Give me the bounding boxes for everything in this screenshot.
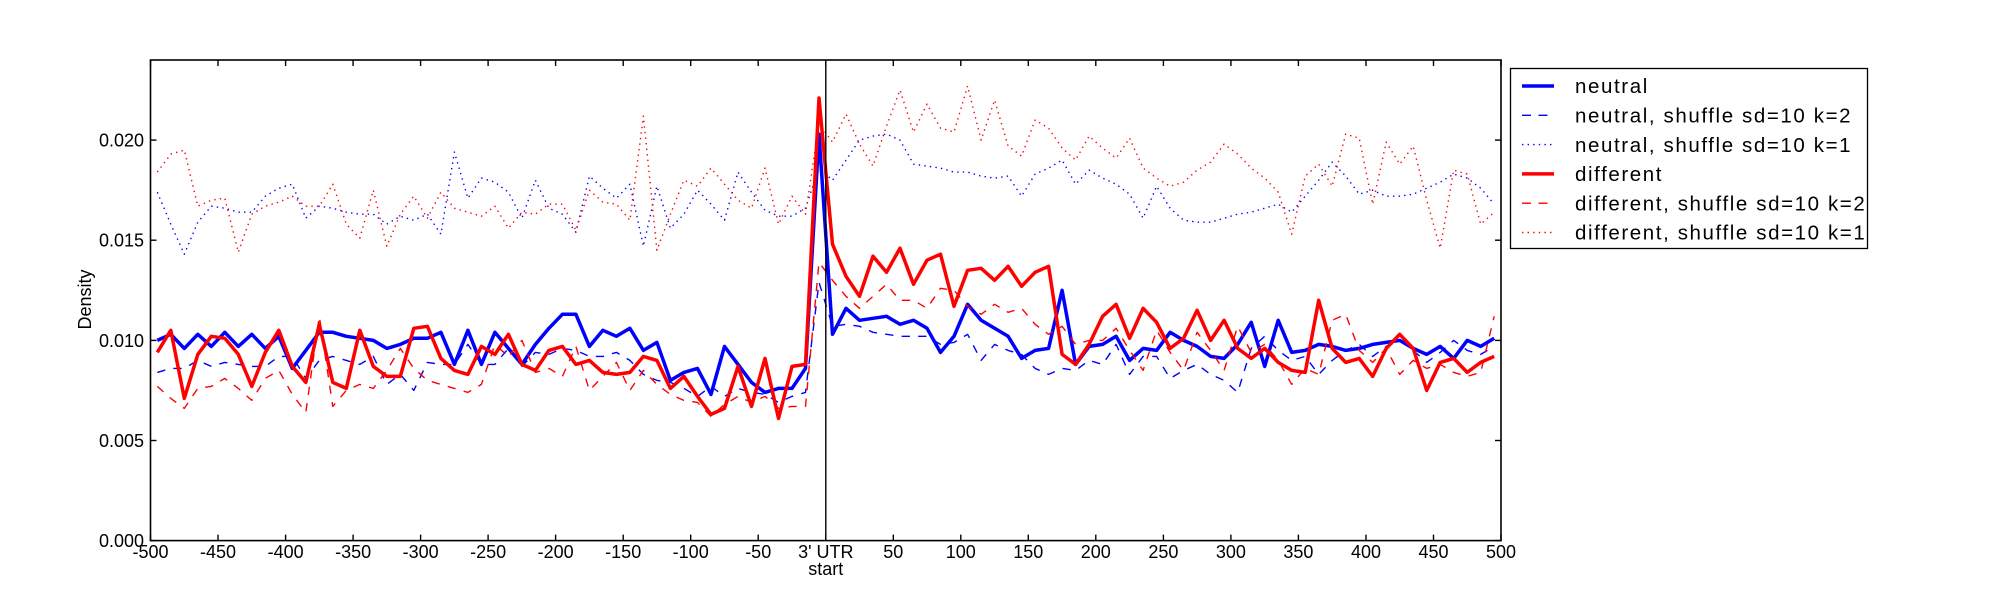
svg-text:200: 200 [1081, 542, 1111, 562]
svg-text:Density: Density [75, 269, 95, 329]
svg-text:neutral: neutral [1575, 75, 1649, 98]
svg-text:neutral, shuffle sd=10 k=1: neutral, shuffle sd=10 k=1 [1575, 134, 1852, 157]
svg-text:neutral, shuffle sd=10 k=2: neutral, shuffle sd=10 k=2 [1575, 105, 1852, 128]
svg-text:0.020: 0.020 [99, 131, 144, 151]
svg-text:start: start [808, 559, 843, 579]
svg-text:400: 400 [1351, 542, 1381, 562]
svg-text:3' UTR: 3' UTR [798, 542, 853, 562]
svg-text:50: 50 [883, 542, 903, 562]
svg-text:250: 250 [1148, 542, 1178, 562]
svg-text:-50: -50 [745, 542, 771, 562]
svg-text:450: 450 [1418, 542, 1448, 562]
svg-text:-100: -100 [673, 542, 709, 562]
svg-text:500: 500 [1486, 542, 1516, 562]
svg-text:0.010: 0.010 [99, 331, 144, 351]
svg-text:300: 300 [1216, 542, 1246, 562]
svg-text:-400: -400 [268, 542, 304, 562]
svg-text:-150: -150 [605, 542, 641, 562]
svg-text:different: different [1575, 163, 1663, 186]
svg-text:0.000: 0.000 [99, 531, 144, 551]
svg-text:-450: -450 [200, 542, 236, 562]
svg-text:-250: -250 [470, 542, 506, 562]
svg-text:different, shuffle sd=10 k=1: different, shuffle sd=10 k=1 [1575, 222, 1866, 245]
svg-text:-350: -350 [335, 542, 371, 562]
svg-text:0.005: 0.005 [99, 431, 144, 451]
svg-text:-500: -500 [132, 542, 168, 562]
svg-text:100: 100 [946, 542, 976, 562]
svg-text:350: 350 [1283, 542, 1313, 562]
svg-text:different, shuffle sd=10 k=2: different, shuffle sd=10 k=2 [1575, 192, 1866, 215]
svg-text:150: 150 [1013, 542, 1043, 562]
svg-text:-200: -200 [538, 542, 574, 562]
svg-text:0.015: 0.015 [99, 231, 144, 251]
svg-text:-300: -300 [403, 542, 439, 562]
